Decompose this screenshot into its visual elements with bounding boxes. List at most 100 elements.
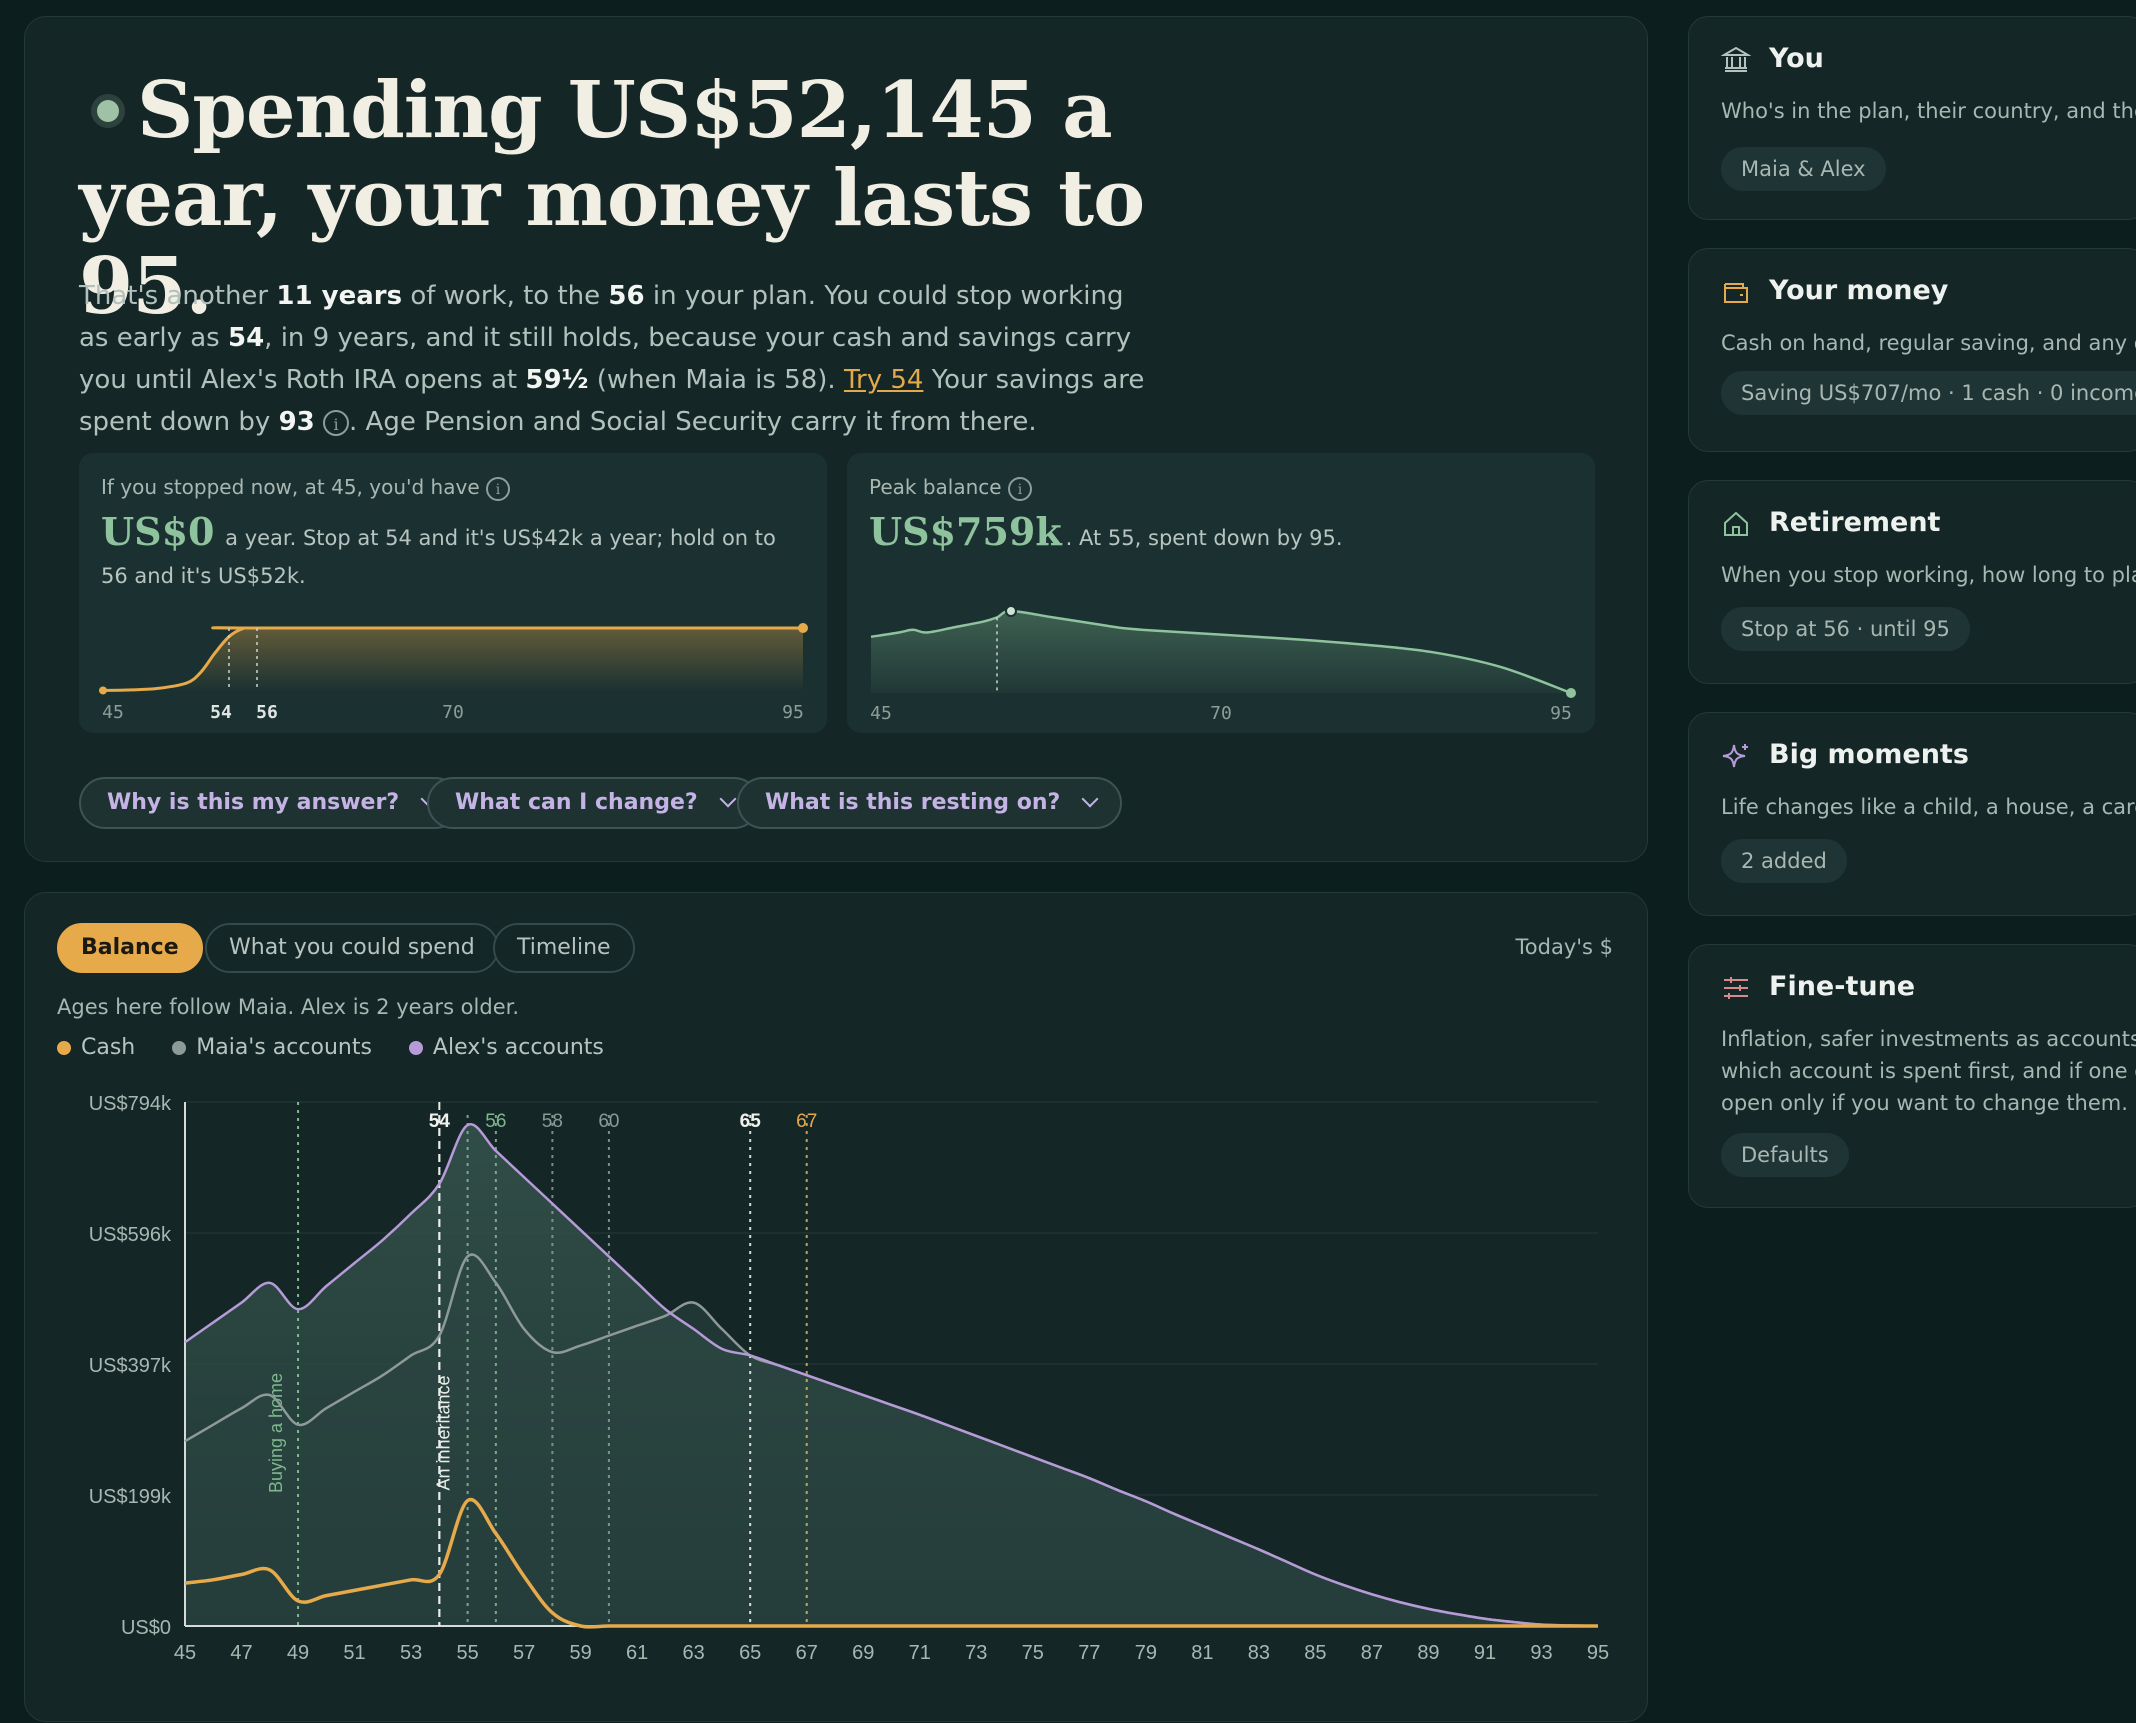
x-tick-label: 70 [442, 702, 464, 723]
section-summary-chip[interactable]: Saving US$707/mo · 1 cash · 0 income [1721, 371, 2136, 415]
answer-card: Spending US$52,145 a year, your money la… [24, 16, 1648, 862]
spend-line [102, 626, 804, 692]
section-you[interactable]: You Who's in the plan, their country, an… [1688, 16, 2136, 220]
x-tick-label: 77 [1078, 1642, 1100, 1664]
event-label: Buying a home [266, 1373, 286, 1493]
answer-explanation: That's another 11 years of work, to the … [79, 281, 1145, 437]
bank-icon [1721, 46, 1751, 72]
x-tick-label: 54 [210, 702, 232, 723]
section-your-money[interactable]: Your money Cash on hand, regular saving,… [1688, 248, 2136, 452]
x-tick-label: 83 [1248, 1642, 1270, 1664]
section-description: Cash on hand, regular saving, and any ot… [1721, 331, 2136, 355]
info-icon[interactable]: i [485, 476, 510, 501]
y-tick-label: US$199k [89, 1486, 172, 1508]
chevron-down-icon [1081, 790, 1099, 808]
sliders-icon [1724, 977, 1748, 999]
try-54-link[interactable]: Try 54 [843, 365, 924, 395]
x-tick-label: 67 [796, 1642, 818, 1664]
what-change-button[interactable]: What can I change? [427, 777, 760, 829]
x-tick-label: 47 [230, 1642, 252, 1664]
section-description: Who's in the plan, their country, and th… [1721, 99, 2136, 123]
x-tick-label: 45 [174, 1642, 196, 1664]
legend-maia: Maia's accounts [172, 1035, 372, 1060]
section-title: Big moments [1769, 739, 1969, 770]
maia-area [185, 1254, 1598, 1627]
legend-alex: Alex's accounts [408, 1035, 604, 1060]
tab-timeline[interactable]: Timeline [493, 923, 635, 973]
section-retirement[interactable]: Retirement When you stop working, how lo… [1688, 480, 2136, 684]
peak-point [1005, 605, 1017, 617]
section-description: When you stop working, how long to plan … [1721, 563, 2136, 587]
x-tick-label: 89 [1417, 1642, 1439, 1664]
section-title: Your money [1769, 275, 1949, 306]
info-icon[interactable]: i [323, 409, 350, 436]
status-dot [97, 99, 119, 122]
balance-area [871, 611, 1571, 693]
peak-balance-label: Peak balance i [869, 475, 1032, 501]
section-description: Life changes like a child, a house, a ca… [1721, 795, 2136, 819]
x-tick-label: 56 [256, 702, 278, 723]
x-tick-label: 63 [683, 1642, 705, 1664]
chevron-down-icon [719, 790, 737, 808]
section-fine-tune[interactable]: Fine-tune Inflation, safer investments a… [1688, 944, 2136, 1208]
spend-area [103, 627, 803, 691]
x-tick-label: 61 [626, 1642, 648, 1664]
y-tick-label: US$397k [89, 1355, 172, 1377]
x-tick-label: 57 [513, 1642, 535, 1664]
x-tick-label: 51 [343, 1642, 365, 1664]
age-note: Ages here follow Maia. Alex is 2 years o… [57, 995, 519, 1019]
home-icon [1724, 511, 1748, 536]
y-tick-label: US$794k [89, 1093, 172, 1115]
age-line-label: 67 [796, 1111, 817, 1132]
x-tick-label: 53 [400, 1642, 422, 1664]
headline: Spending US$52,145 a year, your money la… [79, 65, 1145, 332]
section-summary-chip[interactable]: Maia & Alex [1721, 147, 1886, 191]
stop-now-card: 45 54 56 70 95 If you stopped now, at 45, yo… [79, 453, 827, 733]
section-big-moments[interactable]: Big moments Life changes like a child, a… [1688, 712, 2136, 916]
tab-what-you-could-spend[interactable]: What you could spend [205, 923, 499, 973]
stop-now-sparkline: 45 54 56 70 95 [99, 623, 808, 723]
currency-unit-toggle[interactable]: Today's $ [1515, 935, 1613, 959]
tab-balance[interactable]: Balance [57, 923, 203, 973]
sparkle-icon [1722, 744, 1748, 768]
age-line-label: 58 [542, 1111, 563, 1132]
section-title: Retirement [1769, 507, 1941, 538]
age-line-label: 56 [485, 1111, 506, 1132]
x-tick-label: 95 [1587, 1642, 1609, 1664]
info-icon[interactable]: i [1007, 476, 1032, 501]
x-tick-label: 73 [965, 1642, 987, 1664]
why-answer-button[interactable]: Why is this my answer? [79, 777, 462, 829]
x-tick-label: 49 [287, 1642, 309, 1664]
legend-swatch [172, 1041, 187, 1055]
age-line-label: 65 [740, 1111, 762, 1132]
section-title: Fine-tune [1769, 971, 1916, 1002]
x-tick-label: 81 [1191, 1642, 1213, 1664]
section-summary-chip[interactable]: Stop at 56 · until 95 [1721, 607, 1970, 651]
start-point [99, 686, 107, 695]
chart-legend: Cash Maia's accounts Alex's accounts [57, 1035, 634, 1060]
x-tick-label: 45 [870, 703, 892, 724]
stop-now-value: US$0 a year. Stop at 54 and it's US$42k … [101, 509, 776, 589]
x-tick-label: 65 [739, 1642, 761, 1664]
x-tick-label: 59 [570, 1642, 592, 1664]
x-tick-label: 55 [456, 1642, 478, 1664]
legend-cash: Cash [57, 1035, 135, 1060]
x-tick-label: 95 [782, 702, 804, 723]
section-summary-chip[interactable]: Defaults [1721, 1133, 1849, 1177]
wallet-icon [1724, 283, 1748, 303]
balance-chart-card: US$0 US$199k US$397k US$596k US$794k 54 56 58 60… [24, 892, 1648, 1722]
event-label: An inheritance [433, 1375, 453, 1490]
section-description: Inflation, safer investments as accounts… [1721, 1027, 2136, 1115]
x-tick-label: 69 [852, 1642, 874, 1664]
section-title: You [1769, 43, 1824, 74]
x-tick-label: 85 [1304, 1642, 1326, 1664]
x-tick-label: 75 [1022, 1642, 1044, 1664]
balance-line [870, 609, 1572, 695]
peak-balance-card: 45 70 95 Peak balance i US$759k. At 55, sp… [847, 453, 1595, 733]
section-summary-chip[interactable]: 2 added [1721, 839, 1847, 883]
x-tick-label: 70 [1210, 703, 1232, 724]
x-tick-label: 91 [1474, 1642, 1496, 1664]
age-line-label: 60 [598, 1111, 619, 1132]
x-tick-label: 45 [102, 702, 124, 723]
resting-on-button[interactable]: What is this resting on? [737, 777, 1123, 829]
